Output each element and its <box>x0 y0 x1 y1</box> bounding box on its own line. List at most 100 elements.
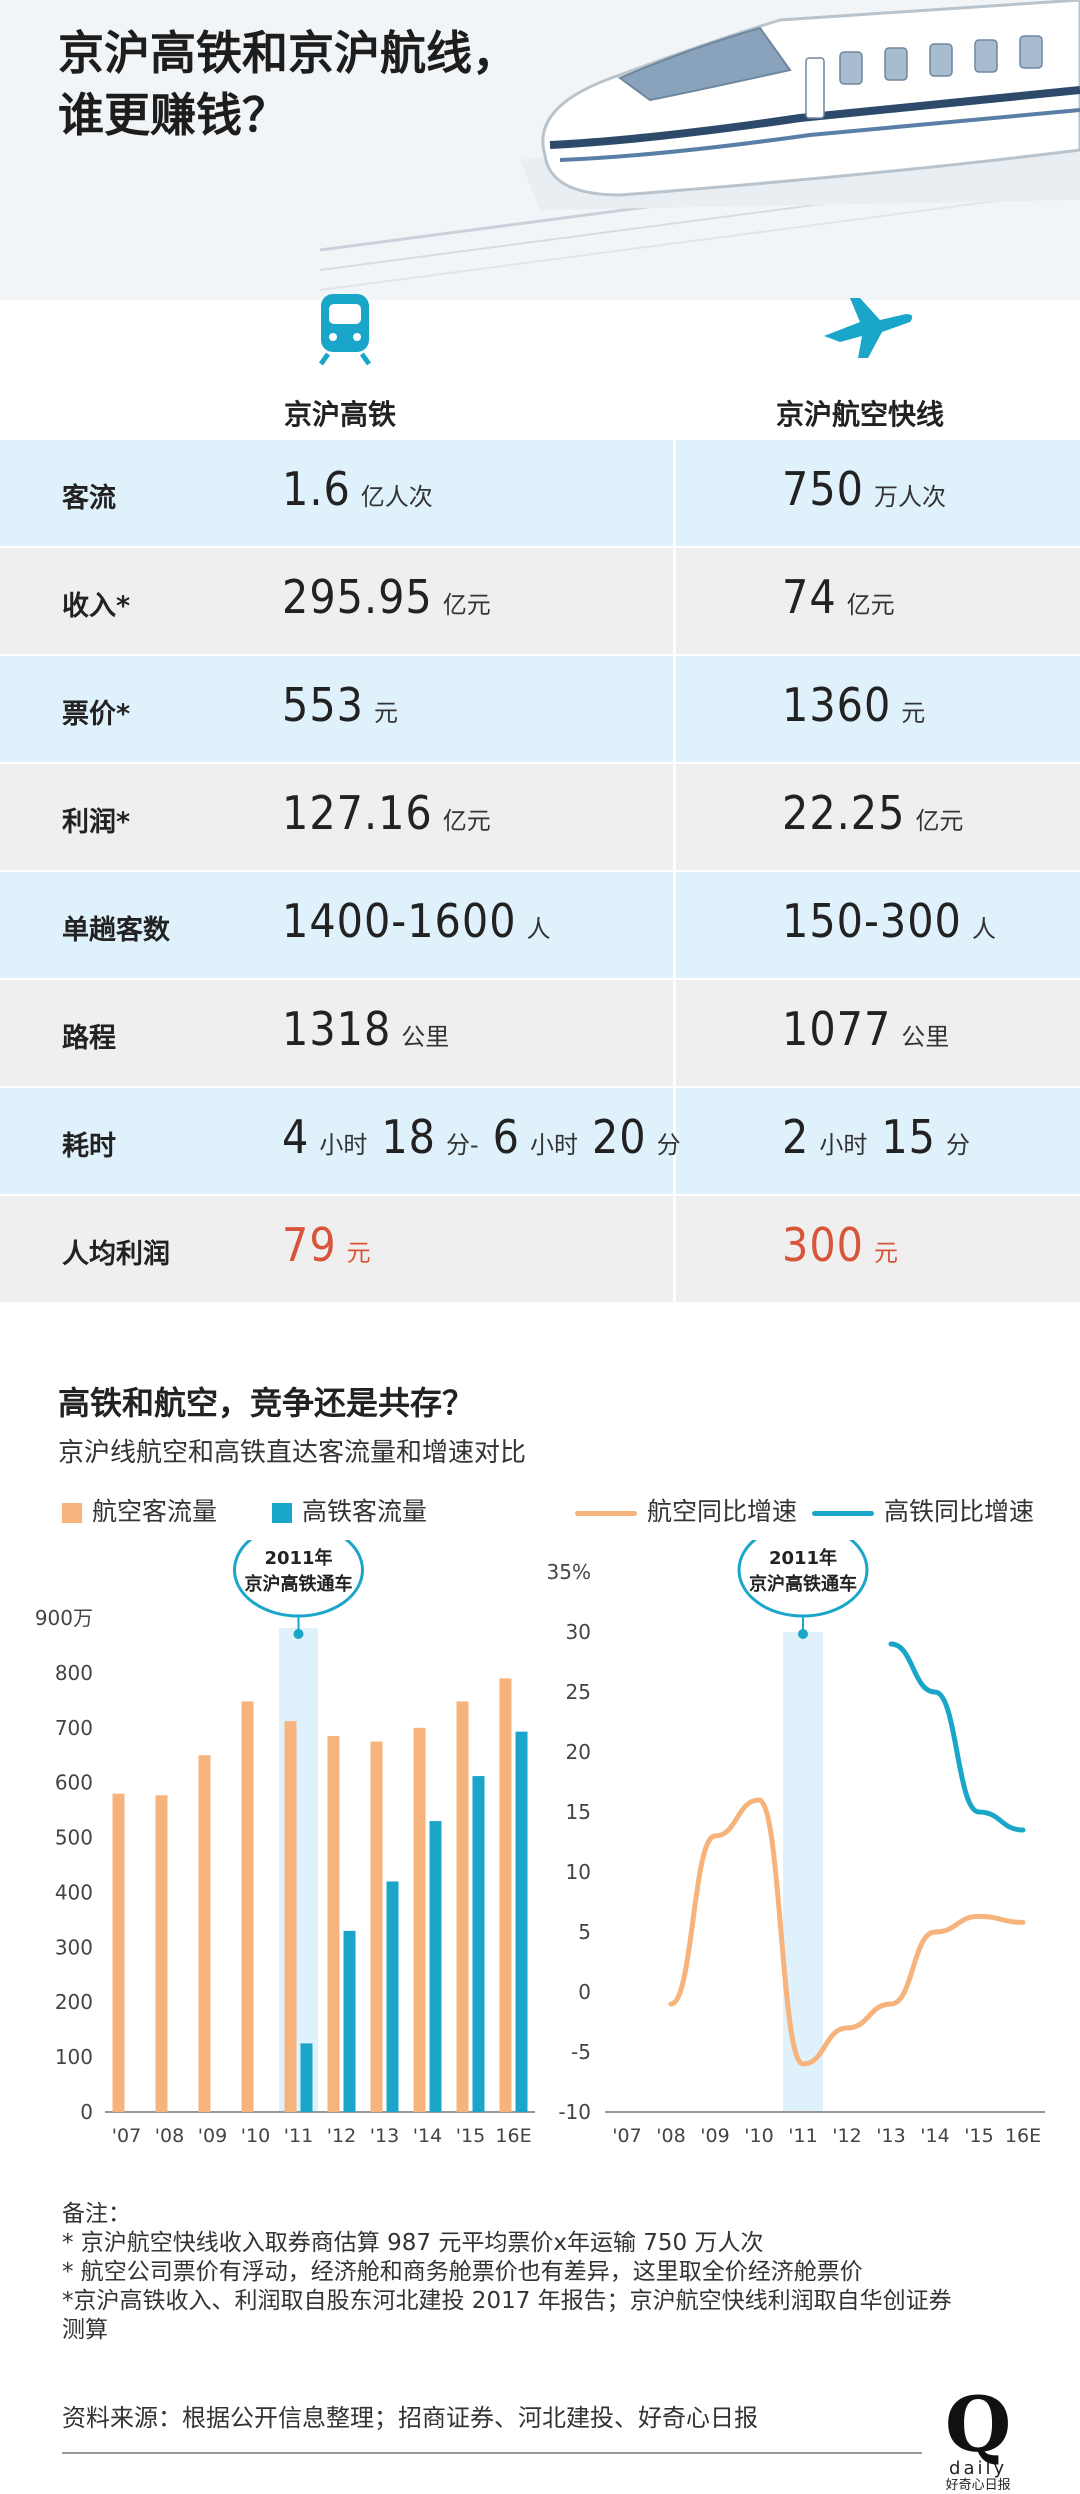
bar-rail-volume <box>343 1930 356 2112</box>
note-1: * 京沪航空快线收入取券商估算 987 元平均票价x年运输 750 万人次 <box>62 2230 764 2256</box>
y-tick-label: 300 <box>55 1935 93 1959</box>
line-air-growth <box>668 1797 1026 2067</box>
cell-value: 15 <box>881 1110 936 1164</box>
bullet-train-illustration <box>320 0 1080 291</box>
cell-air: 74 亿元 <box>782 570 909 624</box>
airplane-icon <box>824 298 913 358</box>
column-divider <box>673 764 676 870</box>
legend-air-volume: 航空客流量 <box>62 1492 217 1528</box>
y-tick-label: 200 <box>55 1990 93 2014</box>
bar-air-volume <box>198 1755 211 2112</box>
annotation-bubble <box>233 1540 364 1618</box>
row-label: 利润* <box>62 807 131 838</box>
row-label: 耗时 <box>62 1131 116 1162</box>
row-label: 单趟客数 <box>62 915 170 946</box>
column-divider <box>673 548 676 654</box>
column-divider <box>673 872 676 978</box>
cell-unit: 小时 <box>529 1131 578 1159</box>
y-tick-label: 900万 <box>35 1606 93 1630</box>
cell-unit: 分 <box>945 1131 970 1159</box>
cell-unit: 元 <box>873 1239 898 1267</box>
cell-rail: 1.6 亿人次 <box>282 462 447 516</box>
cell-value: 22.25 <box>782 786 906 840</box>
cell-value: 20 <box>591 1110 647 1164</box>
x-tick-label: '08 <box>155 2125 184 2147</box>
cell-value: 2 <box>782 1110 810 1164</box>
cell-unit: 元 <box>373 699 398 727</box>
cell-unit: 公里 <box>401 1023 450 1051</box>
cell-value: 150-300 <box>782 894 962 948</box>
cell-unit: 人 <box>526 915 551 943</box>
x-tick-label: '09 <box>198 2125 227 2147</box>
cell-unit: 万人次 <box>873 483 946 511</box>
bottom-divider <box>62 2452 922 2454</box>
cell-unit: 公里 <box>901 1023 950 1051</box>
notes-title: 备注： <box>62 2201 131 2227</box>
table-row: 收入* 295.95 亿元 74 亿元 <box>0 548 1080 656</box>
y-tick-label: 600 <box>55 1771 93 1795</box>
line-rail-growth <box>888 1641 1026 1833</box>
line-chart-growth-rate: -10 -5 0 5 10 15 20 25 30 35% '07 '08 '09 '10 '11 '12 '1… <box>547 1540 1045 2147</box>
page-title: 京沪高铁和京沪航线， 谁更赚钱？ <box>58 26 518 142</box>
column-divider <box>673 440 676 546</box>
annotation-year: 2011年 <box>769 1547 837 1569</box>
cell-value: 1360 <box>782 678 892 732</box>
x-tick-label: '09 <box>700 2125 729 2147</box>
table-row: 票价* 553 元 1360 元 <box>0 656 1080 764</box>
legend-rail-growth: 高铁同比增速 <box>812 1492 1034 1528</box>
annotation-bubble <box>737 1540 869 1618</box>
cell-value: 1077 <box>782 1002 892 1056</box>
x-tick-label: 16E <box>495 2125 531 2147</box>
annotation-dot <box>798 1629 808 1639</box>
cell-unit: 分- <box>445 1131 479 1159</box>
note-2: * 航空公司票价有浮动，经济舱和商务舱票价也有差异，这里取全价经济舱票价 <box>62 2259 863 2285</box>
column-divider <box>673 656 676 762</box>
cell-value: 553 <box>282 678 364 732</box>
header-banner: 京沪高铁和京沪航线， 谁更赚钱？ <box>0 0 1080 300</box>
cell-value: 1318 <box>282 1002 392 1056</box>
x-tick-label: '07 <box>612 2125 641 2147</box>
bar-rail-volume <box>300 2043 313 2112</box>
cell-unit: 亿元 <box>442 807 491 835</box>
y-tick-label: 100 <box>55 2045 93 2069</box>
annotation-text: 京沪高铁通车 <box>749 1573 857 1595</box>
cell-rail: 1318 公里 <box>282 1002 463 1056</box>
y-tick-label: 400 <box>55 1880 93 1904</box>
cell-unit: 亿元 <box>846 591 895 619</box>
bar-air-volume <box>284 1721 297 2112</box>
x-tick-label: '14 <box>920 2125 949 2147</box>
legend-line <box>812 1510 874 1516</box>
bar-rail-volume <box>472 1776 485 2112</box>
x-tick-label: '10 <box>744 2125 773 2147</box>
note-3: *京沪高铁收入、利润取自股东河北建投 2017 年报告；京沪航空快线利润取自华创… <box>62 2288 952 2343</box>
legend-swatch <box>272 1503 292 1523</box>
table-row: 人均利润 79 元 300 元 <box>0 1196 1080 1304</box>
cell-air: 150-300 人 <box>782 894 1010 948</box>
y-tick-label: 700 <box>55 1716 93 1740</box>
y-tick-label: 30 <box>566 1620 591 1644</box>
cell-unit: 亿元 <box>442 591 491 619</box>
cell-rail: 295.95 亿元 <box>282 570 505 624</box>
cell-rail: 127.16 亿元 <box>282 786 505 840</box>
qdaily-logo: Q daily 好奇心日报 <box>945 2380 1012 2494</box>
bar-air-volume <box>499 1678 512 2112</box>
legend-rail-volume: 高铁客流量 <box>272 1492 427 1528</box>
y-tick-label: -10 <box>558 2100 591 2124</box>
y-tick-label: 500 <box>55 1826 93 1850</box>
cell-rail: 79 元 <box>282 1218 385 1272</box>
bar-rail-volume <box>386 1881 399 2112</box>
cell-air: 22.25 亿元 <box>782 786 977 840</box>
annotation-dot <box>293 1629 304 1639</box>
x-tick-label: '07 <box>112 2125 141 2147</box>
x-tick-label: '08 <box>656 2125 685 2147</box>
cell-value: 4 <box>282 1110 310 1164</box>
cell-value: 750 <box>782 462 864 516</box>
table-row: 路程 1318 公里 1077 公里 <box>0 980 1080 1088</box>
cell-value: 74 <box>782 570 837 624</box>
table-row: 客流 1.6 亿人次 750 万人次 <box>0 440 1080 548</box>
row-label: 票价* <box>62 699 131 730</box>
cell-unit: 人 <box>971 915 996 943</box>
x-tick-label: '11 <box>788 2125 817 2147</box>
x-tick-label: '10 <box>241 2125 270 2147</box>
x-tick-label: '13 <box>876 2125 905 2147</box>
